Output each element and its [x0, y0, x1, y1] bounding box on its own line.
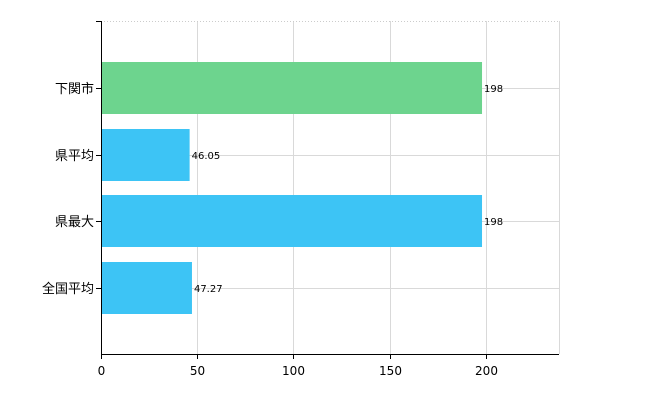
data-label-1: 46.05 [192, 151, 221, 162]
category-label-0: 下関市 [55, 81, 94, 97]
data-label-0: 198 [484, 84, 503, 95]
x-tick-label-50: 50 [190, 364, 205, 378]
bar-2 [101, 195, 483, 247]
category-label-3: 全国平均 [42, 281, 94, 297]
bars [101, 62, 483, 314]
x-tick-label-100: 100 [282, 364, 305, 378]
data-label-2: 198 [484, 217, 503, 228]
category-label-1: 県平均 [55, 149, 94, 164]
bar-1 [101, 129, 190, 181]
bar-0 [101, 62, 483, 114]
x-tick-label-0: 0 [98, 364, 106, 378]
x-tick-label-150: 150 [379, 364, 402, 378]
data-label-3: 47.27 [194, 284, 223, 295]
x-tick-label-200: 200 [475, 364, 498, 378]
bar-3 [101, 262, 192, 314]
category-label-2: 県最大 [55, 215, 94, 230]
axes [96, 21, 559, 359]
labels: 198 下関市 46.05 県平均 198 県最大 47.27 全国平均 0 50 100 150 20… [42, 81, 503, 378]
